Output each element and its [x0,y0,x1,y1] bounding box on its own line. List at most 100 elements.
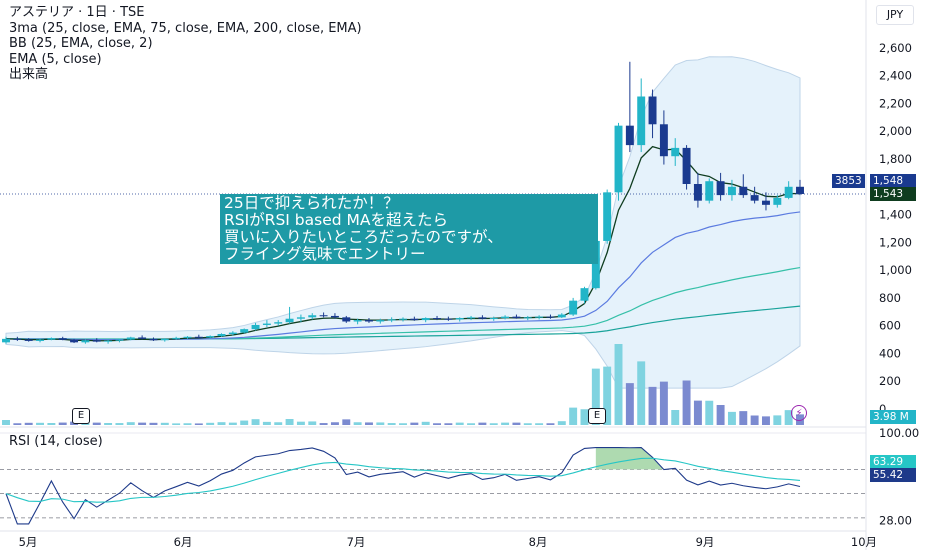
volume-bar [365,422,373,425]
volume-bar [557,421,566,425]
candle-body [455,318,464,320]
bb-line[interactable]: BB (25, EMA, close, 2) [9,36,153,51]
candle-body [557,314,566,318]
price-tick-label: 2,200 [879,96,912,110]
price-tick-label: 2,000 [879,124,912,138]
volume-bar [206,422,215,425]
candle-body [330,315,339,318]
candle-body [625,125,634,146]
candle-body [750,195,759,201]
volume-bar [739,411,748,425]
volume-bar [92,422,101,425]
currency-button[interactable]: JPY [876,5,914,25]
annotation-line-1: 25日で抑えられたか！？ [224,194,399,212]
candle-body [285,318,294,323]
candle-body [36,339,44,341]
rsi-label: 55.42 [870,468,916,482]
volume-bar [319,423,328,425]
volume-label: 3.98 M [870,410,916,424]
candle-body [308,315,317,318]
volume-bar [433,423,441,425]
rsi-line [5,446,801,525]
candle-body [580,288,589,301]
month-label: 6月 [174,535,193,549]
month-label: 10月 [851,535,877,549]
ema-line[interactable]: EMA (5, close) [9,51,102,67]
volume-bar [501,422,510,425]
price-tick-label: 0 [879,402,886,416]
chart-legend: アステリア · 1日 · TSE 3ma (25, close, EMA, 75… [9,5,362,83]
volume-bar [160,422,169,425]
candle-body [603,192,612,241]
volume-bar [625,383,634,425]
volume-bar [217,422,226,425]
candle-body [183,336,192,338]
volume-bar [274,422,283,425]
volume-bar [13,423,22,425]
rsi-pane [0,432,866,525]
lightning-icon[interactable]: ⚡ [791,405,807,421]
annotation-note[interactable]: 25日で抑えられたか！？ RSIがRSI based MAを超えたら 買いに入り… [220,194,598,264]
candle-body [194,336,203,338]
month-label: 8月 [529,535,548,549]
price-tick-label: 2,600 [879,41,912,55]
candle-body [682,147,691,184]
volume-bar [285,419,294,425]
volume-bar [693,400,702,425]
candle-body [637,96,646,146]
candle-body [614,125,623,193]
symbol-line[interactable]: アステリア · 1日 · TSE [9,5,145,20]
volume-bar [58,422,67,425]
candle-body [319,315,328,317]
earnings-badge-may[interactable]: E [72,408,90,424]
annotation-line-4: フライング気味でエントリー [224,245,426,263]
candle-body [410,318,419,321]
volume-bar [308,421,317,425]
volume-bar [603,366,612,425]
candle-body [569,300,578,315]
volume-bar [535,423,544,425]
candle-body [274,322,283,324]
candle-body [138,337,147,339]
volume-bar [115,423,124,425]
candle-body [399,318,407,320]
price-tick-label: 600 [879,319,901,333]
candle-body [421,318,430,321]
candle-body [206,336,215,338]
month-label: 9月 [696,535,715,549]
volume-bar [149,422,158,425]
volume-bar [489,423,498,425]
candle-body [659,124,668,157]
volume-bar [705,400,714,425]
candle-body [251,324,260,330]
annotation-line-2: RSIがRSI based MAを超えたら [224,211,448,229]
ma-line[interactable]: 3ma (25, close, EMA, 75, close, EMA, 200… [9,20,362,36]
rsi-title[interactable]: RSI (14, close) [9,434,103,449]
volume-bars [2,344,804,425]
candle-body [648,96,657,125]
last-price-label: 1,548 [870,174,916,188]
volume-bar [727,411,736,425]
rsi-tick-label: 100.00 [879,426,919,440]
volume-bar [546,423,555,425]
volume-bar [47,423,56,425]
candle-body [342,317,351,322]
candle-body [784,186,793,198]
volume-bar [648,386,657,425]
candle-body [92,340,101,342]
candle-body [262,323,271,325]
candle-body [467,317,476,319]
earnings-badge-aug[interactable]: E [588,408,606,424]
candle-body [512,316,521,319]
volume-bar [194,423,203,425]
rsi-ma-line [5,457,801,503]
volume-line[interactable]: 出来高 [9,67,49,82]
candle-body [796,186,804,194]
volume-bar [399,423,407,425]
candle-body [13,338,22,340]
volume-bar [637,361,646,425]
candle-body [671,147,680,157]
volume-bar [2,420,10,425]
candle-body [376,320,385,322]
